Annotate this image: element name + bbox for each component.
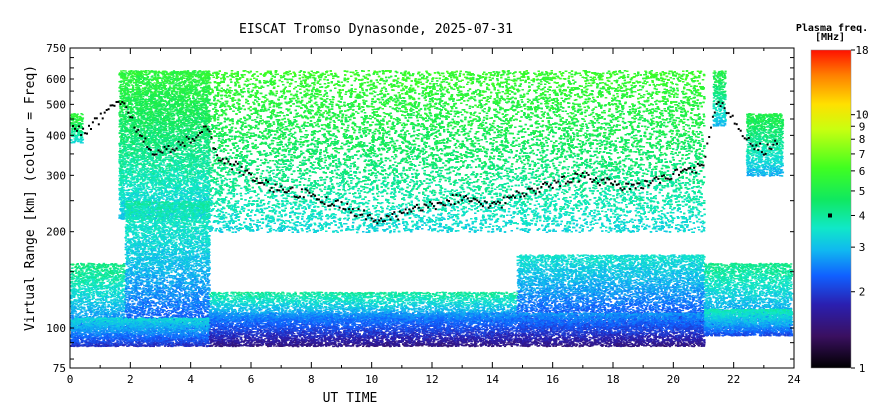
f-region-echo: [72, 121, 74, 122]
f-region-echo: [77, 139, 79, 140]
f-region-echo: [77, 119, 79, 120]
f-region-echo: [81, 137, 83, 138]
f-region-echo: [79, 127, 81, 128]
f-region-echo: [79, 119, 81, 120]
f-region-echo: [74, 138, 76, 139]
f-region-echo: [82, 114, 84, 115]
f-region-echo: [72, 131, 74, 132]
f-region-echo: [170, 155, 172, 156]
f-region-echo: [77, 128, 79, 129]
f-region-echo: [73, 133, 75, 134]
chart-title: EISCAT Tromso Dynasonde, 2025-07-31: [239, 22, 513, 37]
f-region-echo: [80, 132, 82, 133]
f-region-echo: [79, 131, 81, 132]
f-region-echo: [82, 123, 84, 124]
f-region-echo: [77, 120, 79, 121]
f-region-echo: [77, 114, 79, 115]
f-region-echo: [122, 120, 124, 121]
f-region-echo: [79, 123, 81, 124]
f-region-echo: [79, 116, 81, 117]
f-region-echo: [76, 117, 78, 118]
echo-plot-area: [70, 70, 793, 347]
f-region-echo: [71, 119, 73, 120]
f-region-echo: [73, 136, 75, 137]
f-region-echo: [74, 141, 76, 142]
f-region-echo: [71, 134, 73, 135]
f-region-echo: [71, 114, 73, 115]
f-region-echo: [75, 116, 77, 117]
f-region-echo: [78, 141, 80, 142]
f-region-echo: [71, 142, 73, 143]
f-region-echo: [80, 142, 82, 143]
f-region-echo: [71, 123, 73, 124]
f-region-echo: [73, 116, 75, 117]
f-region-echo: [71, 129, 73, 130]
f-region-echo: [82, 139, 84, 140]
f-region-echo: [76, 136, 78, 137]
f-region-echo: [71, 122, 73, 123]
f-region-echo: [76, 121, 78, 122]
f-region-echo: [72, 127, 74, 128]
f-region-echo: [74, 113, 76, 114]
f-region-echo: [81, 121, 83, 122]
f-region-echo: [82, 132, 84, 133]
dynasonde-chart: EISCAT Tromso Dynasonde, 2025-07-31 0246…: [0, 0, 880, 420]
f-region-echo: [77, 134, 79, 135]
f-region-echo: [78, 132, 80, 133]
f-region-echo: [70, 139, 72, 140]
f-region-echo: [74, 126, 76, 127]
